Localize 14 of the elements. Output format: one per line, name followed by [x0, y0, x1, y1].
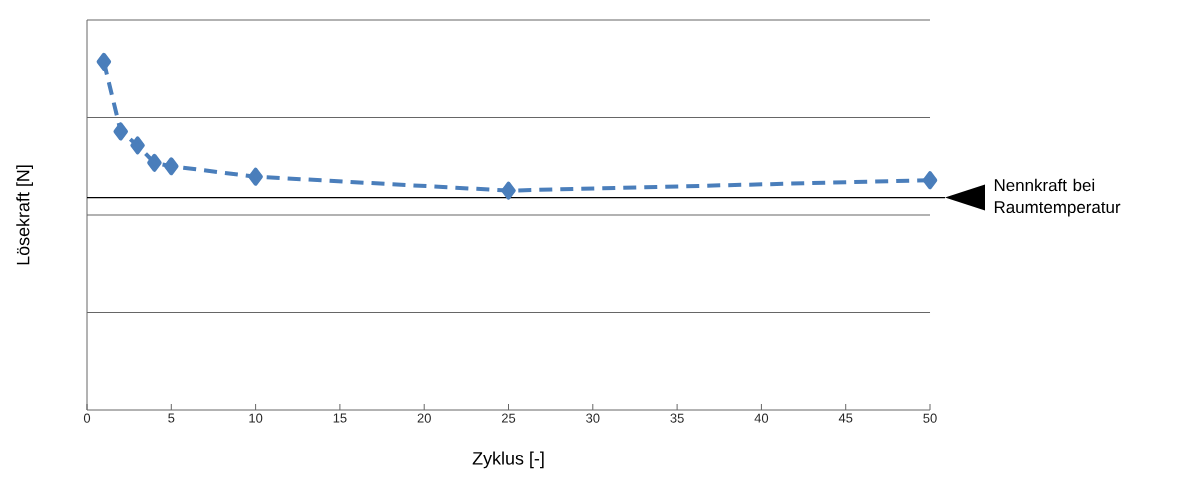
y-axis-title: Lösekraft [N] — [16, 165, 33, 265]
x-tick-label: 10 — [249, 413, 263, 423]
x-tick-label: 30 — [586, 413, 600, 423]
x-tick-label: 0 — [83, 413, 91, 423]
ref-line-label: Nennkraft bei Raumtemperatur — [994, 178, 1121, 217]
x-tick-label: 40 — [754, 413, 769, 423]
x-tick-label: 25 — [501, 413, 516, 423]
x-tick-label: 15 — [333, 413, 347, 423]
x-tick-label: 50 — [923, 413, 937, 423]
x-tick-label: 20 — [417, 413, 431, 423]
x-tick-label: 35 — [670, 413, 684, 423]
x-axis-title: Zyklus [-] — [472, 451, 544, 469]
x-tick-label: 45 — [838, 413, 853, 423]
x-tick-label: 5 — [168, 413, 175, 423]
